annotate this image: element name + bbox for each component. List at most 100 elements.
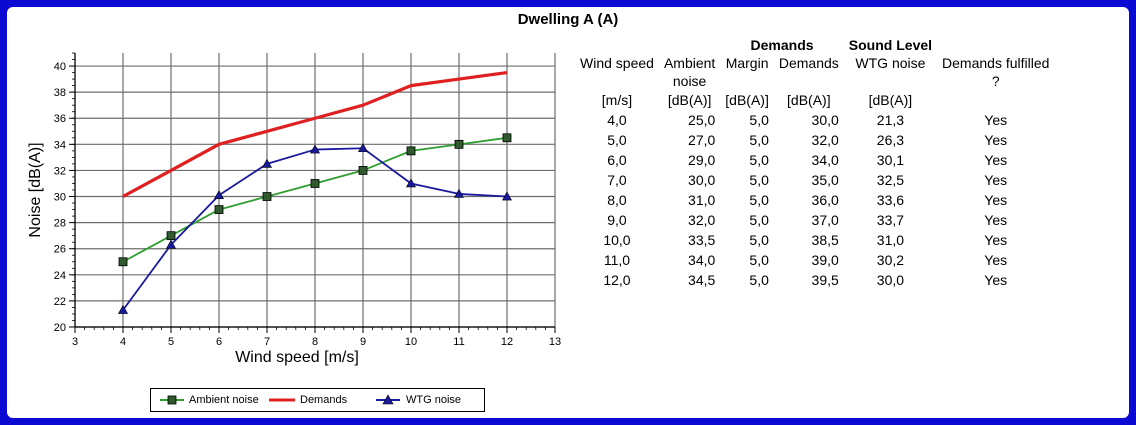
- x-tick-label: 10: [405, 336, 417, 348]
- cell-margin: 5,0: [749, 112, 769, 128]
- cell-demands-fulfilled: Yes: [984, 192, 1008, 208]
- cell-demands-fulfilled: Yes: [984, 112, 1008, 128]
- cell-demands: 32,0: [811, 132, 839, 148]
- cell-wtg-noise: 32,5: [876, 172, 905, 188]
- y-tick-label: 34: [54, 139, 66, 151]
- cell-wind-speed: 7,0: [607, 172, 627, 188]
- cell-wind-speed: 8,0: [607, 192, 627, 208]
- x-tick-label: 11: [453, 336, 464, 348]
- cell-demands: 30,0: [811, 112, 839, 128]
- cell-demands-fulfilled: Yes: [984, 152, 1008, 168]
- col-header-demands-fulfilled-line1: Demands fulfilled: [942, 55, 1050, 71]
- cell-wtg-noise: 31,0: [876, 232, 905, 248]
- y-tick-label: 24: [54, 270, 66, 282]
- cell-demands-fulfilled: Yes: [984, 272, 1008, 288]
- cell-demands: 38,5: [811, 232, 839, 248]
- page-title: Dwelling A (A): [517, 11, 619, 28]
- x-tick-label: 7: [264, 336, 270, 348]
- unit-demands: [dB(A)]: [787, 92, 831, 108]
- data-point-wtg-noise: [165, 239, 177, 249]
- unit-wind-speed: [m/s]: [601, 92, 633, 108]
- unit-demands-fulfilled: [937, 90, 1054, 110]
- table-row: 5,0 27,0 5,0 32,0 26,3 Yes: [575, 130, 1054, 150]
- cell-ambient-noise: 32,0: [688, 212, 716, 228]
- legend-wtg-noise-marker: [376, 394, 400, 405]
- cell-wtg-noise: 33,7: [876, 212, 905, 228]
- data-point-ambient-noise: [454, 139, 464, 149]
- data-point-wtg-noise: [117, 304, 129, 314]
- table-row: 6,0 29,0 5,0 34,0 30,1 Yes: [575, 150, 1054, 170]
- x-tick-label: 8: [312, 336, 318, 348]
- data-point-wtg-noise: [405, 178, 417, 188]
- cell-margin: 5,0: [749, 192, 769, 208]
- cell-demands: 37,0: [811, 212, 839, 228]
- data-point-ambient-noise: [406, 146, 416, 156]
- col-header-demands: Demands: [778, 55, 839, 71]
- legend-label-demands: Demands: [300, 394, 348, 406]
- data-point-ambient-noise: [358, 166, 368, 175]
- chart-legend: Ambient noise Demands WTG noise: [150, 388, 485, 412]
- unit-ambient-noise: [dB(A)]: [667, 92, 712, 108]
- col-header-margin: Margin: [725, 55, 769, 71]
- cell-wtg-noise: 33,6: [876, 192, 905, 208]
- col-header-demands-fulfilled-line2: ?: [991, 73, 1000, 89]
- cell-ambient-noise: 29,0: [688, 152, 716, 168]
- cell-demands: 34,0: [811, 152, 839, 168]
- col-header-ambient-noise-line1: Ambient: [663, 55, 716, 71]
- legend-label-wtg-noise: WTG noise: [406, 394, 462, 406]
- cell-margin: 5,0: [749, 232, 769, 248]
- data-point-wtg-noise: [213, 190, 225, 200]
- cell-ambient-noise: 25,0: [688, 112, 716, 128]
- col-header-ambient-noise-line2: noise: [672, 73, 707, 89]
- col-header-ambient-noise: Ambient noise: [659, 54, 720, 90]
- cell-wind-speed: 6,0: [607, 152, 627, 168]
- data-point-ambient-noise: [166, 231, 176, 241]
- cell-wind-speed: 5,0: [607, 132, 627, 148]
- y-tick-label: 26: [54, 244, 66, 256]
- cell-ambient-noise: 31,0: [688, 192, 716, 208]
- cell-demands-fulfilled: Yes: [984, 232, 1008, 248]
- report-panel: Dwelling A (A) 3 4 5 6 7 8 9 10 11 12 13 20 22 24 26 28…: [7, 7, 1129, 418]
- cell-demands: 36,0: [811, 192, 839, 208]
- data-point-ambient-noise: [214, 205, 224, 214]
- table-row: 12,0 34,5 5,0 39,5 30,0 Yes: [575, 270, 1054, 290]
- table-units-row: [m/s] [dB(A)] [dB(A)] [dB(A)] [dB(A)]: [575, 90, 1054, 110]
- cell-wind-speed: 11,0: [603, 252, 631, 268]
- cell-demands: 39,0: [811, 252, 839, 268]
- data-point-wtg-noise: [453, 188, 465, 198]
- cell-wind-speed: 4,0: [607, 112, 627, 128]
- y-tick-label: 22: [54, 296, 66, 308]
- col-header-wind-speed: Wind speed: [580, 55, 654, 71]
- cell-wind-speed: 12,0: [603, 272, 631, 288]
- x-tick-label: 13: [549, 336, 561, 348]
- cell-ambient-noise: 27,0: [688, 132, 716, 148]
- x-tick-label: 5: [168, 336, 174, 348]
- cell-margin: 5,0: [749, 252, 769, 268]
- x-tick-label: 12: [501, 336, 513, 348]
- cell-margin: 5,0: [749, 272, 769, 288]
- cell-demands: 35,0: [811, 172, 839, 188]
- cell-demands: 39,5: [811, 272, 839, 288]
- cell-demands-fulfilled: Yes: [984, 172, 1008, 188]
- table-row: 9,0 32,0 5,0 37,0 33,7 Yes: [575, 210, 1054, 230]
- cell-wind-speed: 10,0: [603, 232, 631, 248]
- data-point-ambient-noise: [118, 257, 128, 267]
- cell-ambient-noise: 34,5: [688, 272, 716, 288]
- table-row: 7,0 30,0 5,0 35,0 32,5 Yes: [575, 170, 1054, 190]
- cell-ambient-noise: 33,5: [688, 232, 716, 248]
- y-tick-label: 40: [54, 61, 66, 73]
- x-tick-label: 4: [120, 336, 126, 348]
- cell-wtg-noise: 26,3: [876, 132, 905, 148]
- noise-chart: 3 4 5 6 7 8 9 10 11 12 132022242628303234363840Win…: [27, 52, 561, 366]
- data-point-ambient-noise: [262, 192, 272, 201]
- cell-wtg-noise: 21,3: [876, 112, 905, 128]
- cell-margin: 5,0: [749, 132, 769, 148]
- unit-wtg-noise: [dB(A)]: [868, 92, 913, 108]
- cell-demands-fulfilled: Yes: [984, 252, 1008, 268]
- results-table: Demands Sound Level Wind speed Ambient no…: [575, 36, 1054, 290]
- table-group-header-row: Demands Sound Level: [575, 36, 1054, 54]
- cell-wtg-noise: 30,1: [876, 152, 905, 168]
- series-line-demands: [122, 70, 508, 198]
- cell-margin: 5,0: [749, 212, 769, 228]
- table-body: 4,0 25,0 5,0 30,0 21,3 Yes 5,0 27,0 5,0 32,0 26,3 Y…: [575, 110, 1054, 290]
